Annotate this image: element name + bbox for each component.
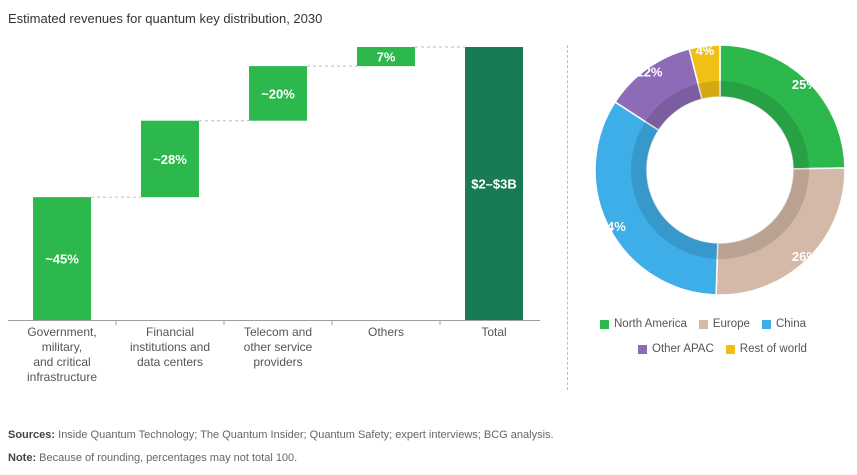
waterfall-chart: ~45% ~28% ~20% 7% $2–$3B Government, military,… xyxy=(8,46,540,384)
rounding-note: Note: Because of rounding, percentages m… xyxy=(8,452,297,464)
donut-inner-shadow xyxy=(631,81,809,259)
bar-value-label: ~45% xyxy=(45,252,79,267)
bar-value-label: ~20% xyxy=(261,86,295,101)
category-label: Telecom and other service providers xyxy=(244,325,313,369)
legend-swatch xyxy=(600,319,609,329)
legend-swatch xyxy=(725,344,735,354)
legend-label: Europe xyxy=(712,318,750,330)
category-label: Government, military, and critical infrastr… xyxy=(27,325,97,384)
bar-value-label: ~28% xyxy=(153,152,187,167)
donut-chart: 25% 26% 34% 12% 4% xyxy=(594,43,846,296)
chart-title: Estimated revenues for quantum key distr… xyxy=(8,11,323,26)
legend-label: Other APAC xyxy=(652,343,714,355)
waterfall-bar xyxy=(465,47,523,320)
legend-item-other-apac: Other APAC xyxy=(638,343,714,355)
slice-value-label: 12% xyxy=(636,65,662,80)
slice-value-label: 4% xyxy=(696,43,715,58)
legend-row-2: Other APAC Rest of world xyxy=(638,343,819,355)
slice-value-label: 26% xyxy=(792,249,818,264)
slice-value-label: 34% xyxy=(600,219,626,234)
legend-item-north-america: North America xyxy=(600,318,687,330)
waterfall-bar xyxy=(33,197,91,320)
legend-label: Rest of world xyxy=(739,343,807,355)
note-text: Because of rounding, percentages may not… xyxy=(36,452,298,464)
legend-item-europe: Europe xyxy=(698,318,750,330)
legend-row-1: North America Europe China xyxy=(600,318,818,330)
sources-label: Sources: xyxy=(8,429,56,441)
waterfall-bar xyxy=(249,66,307,121)
category-label: Financial institutions and data centers xyxy=(130,325,210,369)
legend-item-china: China xyxy=(761,318,807,330)
donut-hole xyxy=(647,97,793,243)
legend-swatch xyxy=(761,319,771,329)
category-label: Total xyxy=(481,325,506,339)
waterfall-bar xyxy=(357,47,415,67)
slice-value-label: 25% xyxy=(792,77,818,92)
legend-swatch xyxy=(698,319,708,329)
legend-item-rest-of-world: Rest of world xyxy=(725,343,807,355)
sources-text: Inside Quantum Technology; The Quantum I… xyxy=(55,429,554,441)
note-label: Note: xyxy=(8,452,37,464)
chart-divider xyxy=(567,45,568,390)
category-label: Others xyxy=(368,325,404,339)
bar-value-label: $2–$3B xyxy=(471,177,517,192)
sources-note: Sources: Inside Quantum Technology; The … xyxy=(8,429,554,441)
legend-swatch xyxy=(638,344,647,354)
legend-label: North America xyxy=(614,318,687,330)
legend-label: China xyxy=(775,318,807,330)
bar-value-label: 7% xyxy=(377,50,396,65)
waterfall-bar xyxy=(141,120,199,198)
